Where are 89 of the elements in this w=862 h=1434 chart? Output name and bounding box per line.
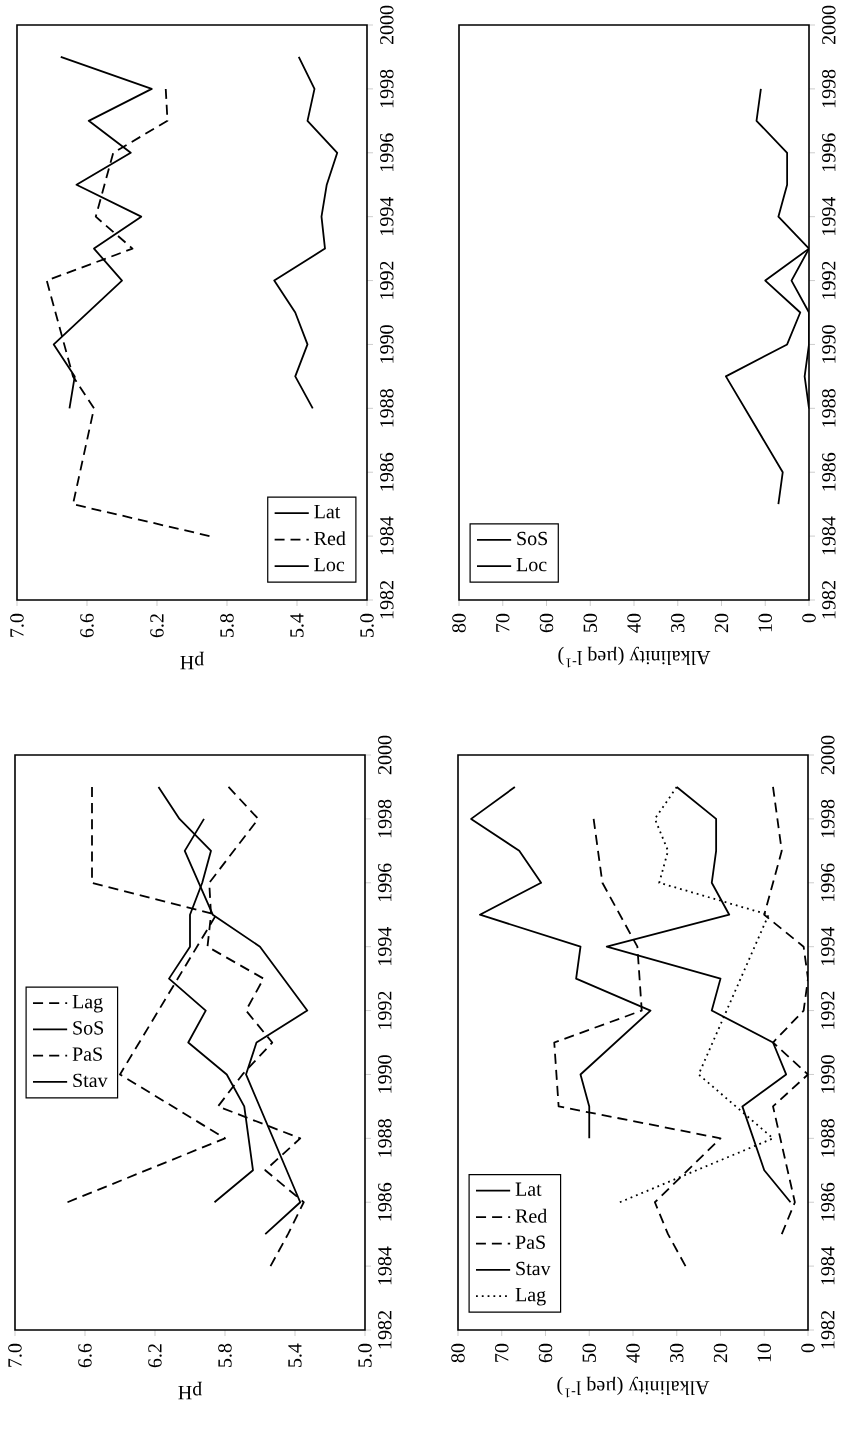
legend-label: Lat (314, 505, 341, 519)
y-tick-label: 1998 (821, 799, 835, 838)
y-tick-label: 1990 (378, 1055, 392, 1093)
x-tick-label: 60 (538, 1343, 553, 1363)
y-tick-label: 2000 (380, 5, 394, 45)
x-tick-label: 40 (627, 613, 641, 633)
y-tick-label: 1992 (380, 261, 394, 299)
y-tick-label: 1992 (822, 261, 836, 299)
x-tick-label: 70 (496, 613, 510, 632)
legend-label: Lag (72, 995, 103, 1013)
y-tick-label: 1996 (380, 133, 394, 172)
y-tick-label: 1994 (822, 196, 836, 235)
y-tick-label: 1988 (821, 1119, 835, 1157)
x-tick-label: 80 (451, 1343, 465, 1363)
y-tick-label: 2000 (821, 735, 835, 775)
x-tick-label: 7.0 (8, 1343, 22, 1367)
x-tick-label: 5.4 (288, 1343, 302, 1367)
x-tick-label: 30 (670, 1343, 684, 1363)
x-axis-title: Alkalinity (µeq l$^{-1}$) (557, 1376, 710, 1398)
legend-label: Stav (73, 1073, 108, 1088)
legend-label: Lat (515, 1182, 542, 1196)
x-tick-label: 5.0 (358, 1343, 372, 1367)
y-tick-label: 1982 (821, 1311, 835, 1349)
y-tick-label: 1988 (380, 389, 394, 427)
x-tick-label: 80 (452, 613, 466, 633)
y-tick-label: 1986 (378, 1182, 392, 1221)
y-tick-label: 1994 (380, 196, 394, 235)
y-tick-label: 1998 (380, 69, 394, 108)
y-tick-label: 1990 (822, 325, 836, 363)
y-tick-label: 1996 (378, 863, 392, 902)
x-tick-label: 20 (713, 1343, 728, 1363)
x-tick-label: 70 (495, 1343, 509, 1362)
legend-label: Lag (515, 1288, 546, 1306)
y-tick-label: 1986 (822, 452, 836, 491)
x-tick-label: 30 (671, 613, 685, 633)
legend-label: Red (515, 1208, 548, 1223)
x-tick-label: 0 (801, 1343, 815, 1353)
x-tick-label: 6.2 (150, 614, 164, 638)
y-tick-label: 1982 (380, 581, 394, 619)
legend-label: Stav (516, 1261, 551, 1276)
y-tick-label: 1990 (821, 1055, 835, 1093)
x-tick-label: 20 (714, 613, 729, 633)
x-tick-label: 6.2 (148, 1344, 162, 1368)
y-tick-label: 1986 (821, 1182, 835, 1221)
x-tick-label: 10 (758, 613, 772, 632)
y-tick-label: 1998 (822, 69, 836, 108)
x-tick-label: 5.0 (360, 613, 374, 637)
y-tick-label: 1992 (378, 991, 392, 1029)
line-series (273, 56, 339, 410)
y-tick-label: 1986 (380, 452, 394, 491)
y-tick-label: 1982 (822, 581, 836, 619)
y-tick-label: 1988 (822, 389, 836, 427)
y-tick-label: 1984 (821, 1246, 835, 1285)
legend-label: PaS (515, 1235, 545, 1250)
legend-label: SoS (517, 531, 548, 546)
y-tick-label: 1984 (822, 516, 836, 555)
x-axis-title: Alkalinity (µeq l$^{-1}$) (558, 646, 711, 668)
legend-label: PaS (72, 1047, 102, 1061)
y-tick-label: 1996 (821, 863, 835, 902)
y-tick-label: 2000 (378, 735, 392, 775)
y-tick-label: 2000 (822, 5, 836, 45)
y-tick-label: 1994 (378, 926, 392, 965)
x-tick-label: 6.6 (78, 1343, 92, 1368)
x-tick-label: 5.8 (220, 613, 234, 637)
x-tick-label: 40 (626, 1343, 640, 1363)
legend-label: SoS (73, 1021, 104, 1035)
x-tick-label: 50 (583, 613, 597, 632)
y-tick-label: 1984 (380, 516, 394, 555)
legend-label: Red (314, 531, 346, 546)
x-axis-title: pH (178, 1381, 202, 1400)
y-tick-label: 1996 (822, 133, 836, 172)
x-tick-label: 7.0 (10, 613, 24, 637)
x-tick-label: 50 (582, 1343, 596, 1362)
x-axis-title: pH (180, 651, 204, 670)
x-tick-label: 0 (802, 613, 816, 623)
legend-label: Loc (314, 558, 345, 572)
y-tick-label: 1988 (378, 1119, 392, 1157)
y-tick-label: 1990 (380, 325, 394, 363)
x-tick-label: 6.6 (80, 613, 94, 638)
legend-label: Loc (516, 558, 547, 572)
y-tick-label: 1984 (378, 1246, 392, 1285)
x-tick-label: 5.8 (218, 1343, 232, 1367)
y-tick-label: 1982 (378, 1311, 392, 1349)
x-tick-label: 5.4 (290, 613, 304, 637)
y-tick-label: 1992 (821, 991, 835, 1029)
x-tick-label: 60 (539, 613, 554, 633)
x-tick-label: 10 (757, 1343, 771, 1362)
y-tick-label: 1994 (821, 926, 835, 965)
y-tick-label: 1998 (378, 799, 392, 838)
